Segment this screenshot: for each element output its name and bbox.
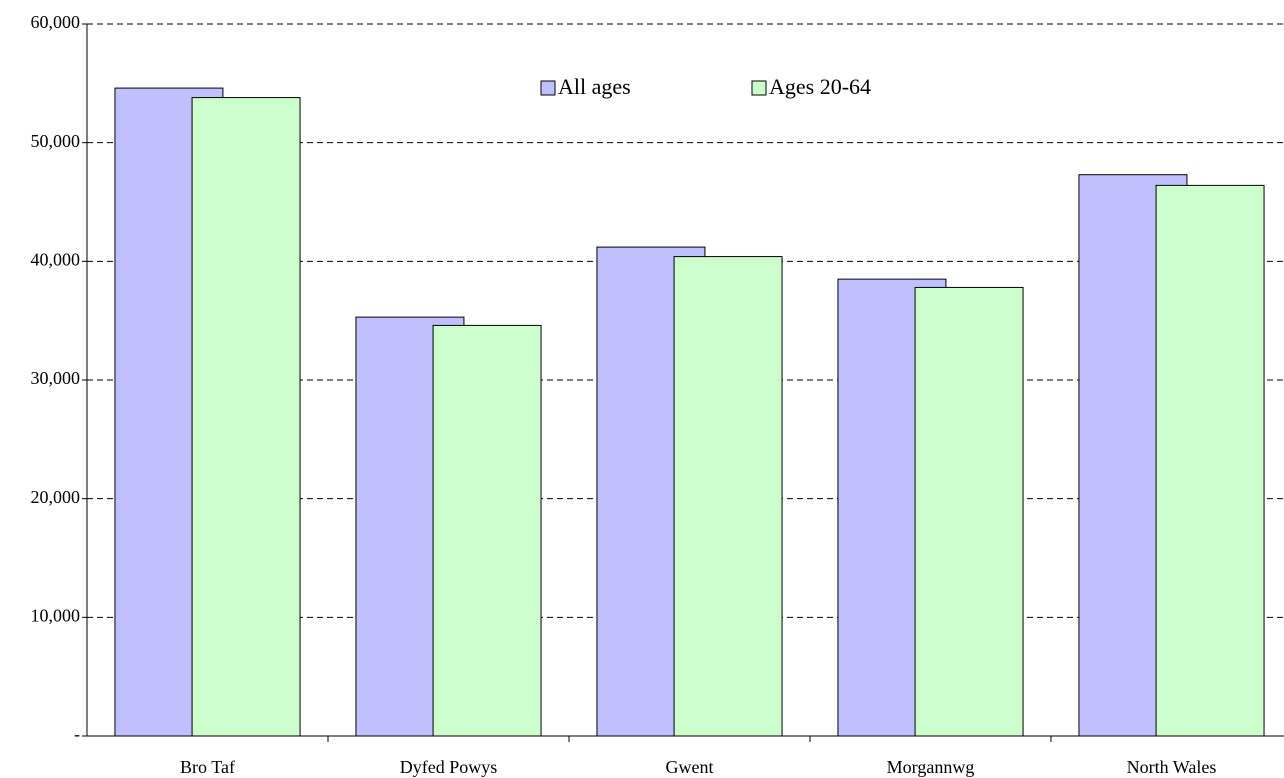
y-tick-label: 20,000 bbox=[31, 487, 81, 507]
bar bbox=[914, 286, 1024, 737]
y-tick-label: - bbox=[74, 724, 80, 744]
y-tick-label: 40,000 bbox=[31, 249, 81, 269]
x-tick-label: North Wales bbox=[1127, 757, 1217, 777]
bar bbox=[673, 256, 783, 737]
x-tick-label: Dyfed Powys bbox=[400, 757, 498, 777]
bar bbox=[432, 324, 542, 737]
legend-swatch bbox=[540, 80, 556, 96]
bar bbox=[1155, 184, 1265, 737]
legend-swatch bbox=[751, 80, 767, 96]
x-tick-label: Morgannwg bbox=[887, 757, 975, 777]
x-tick-label: Gwent bbox=[666, 757, 714, 777]
y-tick-label: 30,000 bbox=[31, 368, 81, 388]
x-tick-label: Bro Taf bbox=[180, 757, 235, 777]
y-tick-label: 60,000 bbox=[31, 12, 81, 32]
y-tick-label: 10,000 bbox=[31, 605, 81, 625]
legend-label: All ages bbox=[558, 74, 631, 99]
legend-label: Ages 20-64 bbox=[769, 74, 871, 99]
y-tick-label: 50,000 bbox=[31, 131, 81, 151]
bar bbox=[191, 97, 301, 737]
